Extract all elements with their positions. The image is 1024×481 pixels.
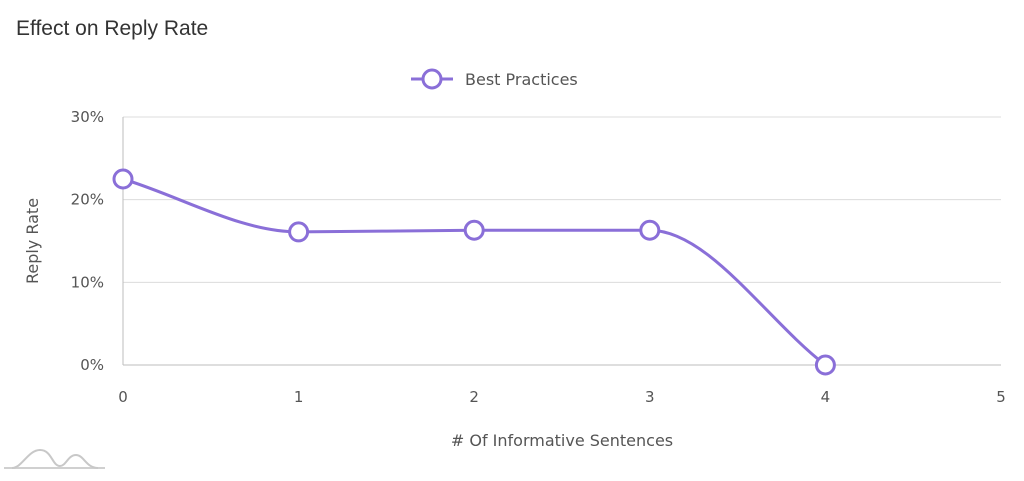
data-point[interactable]	[814, 354, 836, 376]
data-point[interactable]	[639, 219, 661, 241]
x-tick-label: 1	[294, 388, 304, 406]
x-axis-title: # Of Informative Sentences	[451, 431, 673, 450]
x-axis-ticks: 0 1 2 3 4 5	[118, 388, 1006, 406]
x-tick-label: 0	[118, 388, 128, 406]
y-tick-label: 20%	[71, 191, 104, 209]
series-line	[122, 177, 827, 367]
mountain-logo-icon	[4, 448, 105, 469]
x-tick-label: 5	[996, 388, 1006, 406]
grid-lines	[122, 116, 1001, 366]
x-tick-label: 3	[645, 388, 655, 406]
data-point[interactable]	[112, 168, 134, 190]
y-axis-title: Reply Rate	[23, 198, 42, 284]
data-point[interactable]	[288, 221, 310, 243]
x-tick-label: 4	[821, 388, 831, 406]
chart-title: Effect on Reply Rate	[16, 17, 209, 40]
legend[interactable]: Best Practices	[411, 68, 578, 90]
series-group	[112, 168, 836, 376]
legend-marker-icon	[421, 68, 443, 90]
data-point[interactable]	[463, 219, 485, 241]
y-tick-label: 0%	[80, 356, 104, 374]
legend-label: Best Practices	[465, 70, 578, 89]
y-axis-ticks: 0% 10% 20% 30%	[71, 108, 104, 374]
y-tick-label: 30%	[71, 108, 104, 126]
y-tick-label: 10%	[71, 273, 104, 291]
x-tick-label: 2	[469, 388, 479, 406]
